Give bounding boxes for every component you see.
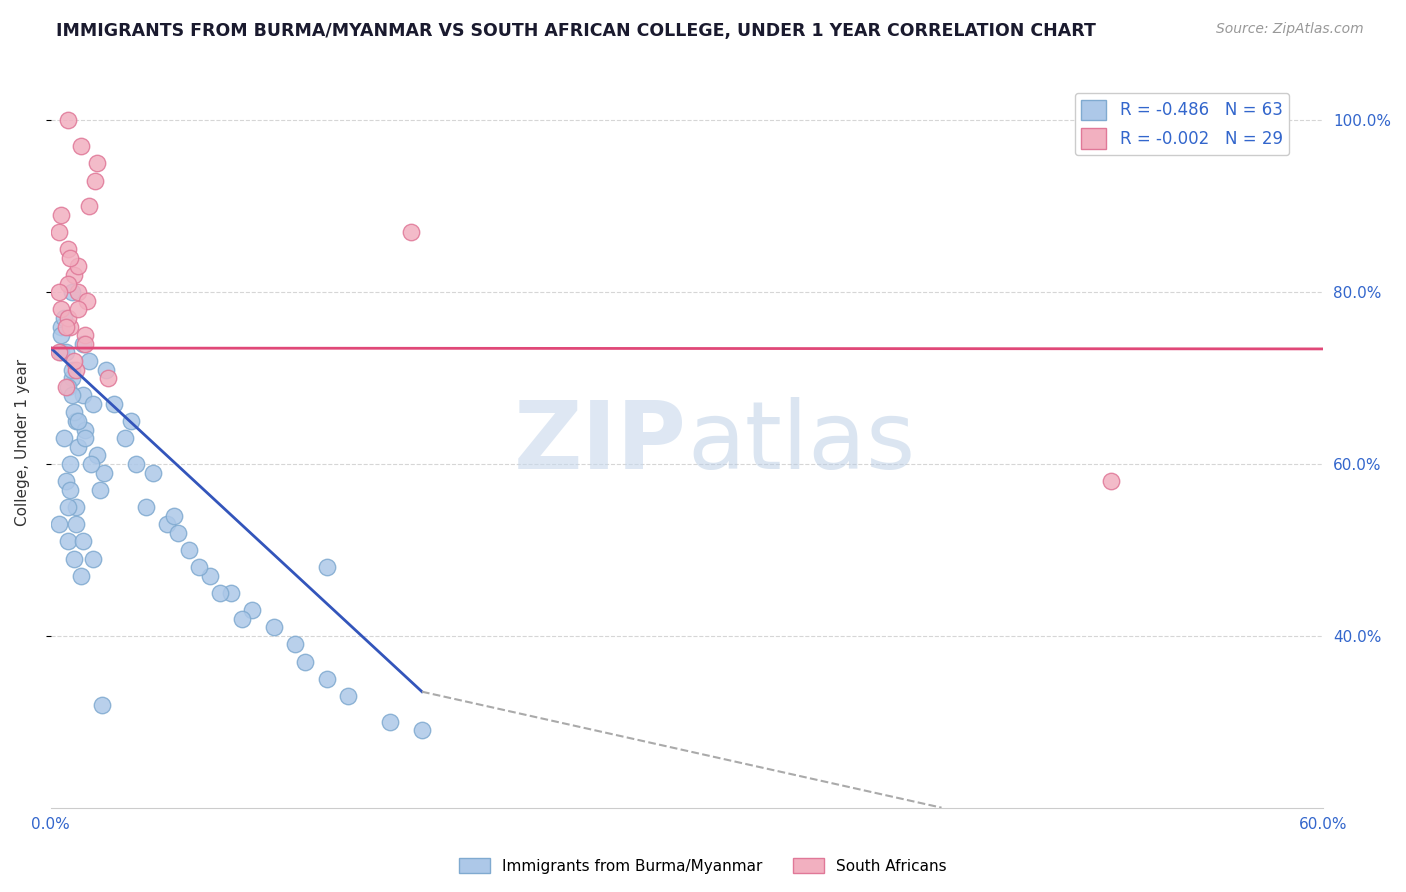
Point bbox=[69, 568, 91, 582]
Point bbox=[67, 260, 90, 274]
Point bbox=[56, 242, 79, 256]
Point bbox=[56, 310, 79, 325]
Text: ZIP: ZIP bbox=[515, 397, 688, 489]
Point bbox=[63, 551, 86, 566]
Point bbox=[240, 603, 263, 617]
Point bbox=[336, 689, 359, 703]
Point bbox=[401, 225, 423, 239]
Point bbox=[120, 414, 142, 428]
Point bbox=[135, 500, 157, 514]
Point bbox=[51, 208, 73, 222]
Point bbox=[56, 500, 79, 514]
Point bbox=[55, 474, 77, 488]
Point bbox=[82, 551, 104, 566]
Legend: R = -0.486   N = 63, R = -0.002   N = 29: R = -0.486 N = 63, R = -0.002 N = 29 bbox=[1074, 93, 1289, 155]
Point bbox=[103, 397, 125, 411]
Point bbox=[52, 310, 75, 325]
Point bbox=[378, 714, 401, 729]
Point bbox=[177, 543, 200, 558]
Point bbox=[315, 560, 337, 574]
Point bbox=[73, 328, 96, 343]
Point bbox=[56, 534, 79, 549]
Point bbox=[67, 285, 90, 300]
Point bbox=[294, 655, 316, 669]
Point bbox=[65, 500, 87, 514]
Text: Source: ZipAtlas.com: Source: ZipAtlas.com bbox=[1216, 22, 1364, 37]
Point bbox=[82, 397, 104, 411]
Point bbox=[56, 380, 79, 394]
Point bbox=[65, 517, 87, 532]
Point bbox=[97, 371, 120, 385]
Point bbox=[48, 345, 70, 359]
Point bbox=[52, 431, 75, 445]
Point bbox=[60, 362, 83, 376]
Point bbox=[59, 251, 82, 265]
Y-axis label: College, Under 1 year: College, Under 1 year bbox=[15, 359, 30, 526]
Point bbox=[231, 612, 253, 626]
Point bbox=[55, 345, 77, 359]
Point bbox=[73, 336, 96, 351]
Point bbox=[55, 319, 77, 334]
Point bbox=[73, 423, 96, 437]
Point bbox=[315, 672, 337, 686]
Text: IMMIGRANTS FROM BURMA/MYANMAR VS SOUTH AFRICAN COLLEGE, UNDER 1 YEAR CORRELATION: IMMIGRANTS FROM BURMA/MYANMAR VS SOUTH A… bbox=[56, 22, 1097, 40]
Point bbox=[90, 698, 112, 712]
Point bbox=[198, 568, 221, 582]
Point bbox=[167, 525, 190, 540]
Point bbox=[114, 431, 136, 445]
Point bbox=[60, 371, 83, 385]
Point bbox=[63, 354, 86, 368]
Point bbox=[51, 328, 73, 343]
Point bbox=[411, 723, 433, 738]
Point bbox=[80, 457, 103, 471]
Point bbox=[60, 388, 83, 402]
Point bbox=[59, 457, 82, 471]
Point bbox=[60, 285, 83, 300]
Point bbox=[67, 440, 90, 454]
Point bbox=[51, 319, 73, 334]
Point bbox=[93, 466, 115, 480]
Point bbox=[56, 277, 79, 291]
Point bbox=[84, 173, 107, 187]
Point bbox=[188, 560, 211, 574]
Point bbox=[65, 414, 87, 428]
Point bbox=[209, 586, 232, 600]
Point bbox=[94, 362, 117, 376]
Point bbox=[86, 156, 108, 170]
Point bbox=[69, 139, 91, 153]
Point bbox=[284, 637, 307, 651]
Point bbox=[73, 431, 96, 445]
Point bbox=[59, 319, 82, 334]
Point bbox=[51, 302, 73, 317]
Point bbox=[63, 405, 86, 419]
Point bbox=[48, 285, 70, 300]
Point bbox=[156, 517, 179, 532]
Text: atlas: atlas bbox=[688, 397, 915, 489]
Point bbox=[48, 517, 70, 532]
Point bbox=[55, 380, 77, 394]
Point bbox=[72, 336, 94, 351]
Point bbox=[59, 483, 82, 497]
Point bbox=[124, 457, 146, 471]
Point bbox=[72, 534, 94, 549]
Point bbox=[263, 620, 285, 634]
Point bbox=[56, 113, 79, 128]
Point bbox=[67, 414, 90, 428]
Point bbox=[77, 354, 100, 368]
Point bbox=[219, 586, 242, 600]
Point bbox=[1099, 474, 1122, 488]
Point bbox=[86, 449, 108, 463]
Point bbox=[76, 293, 98, 308]
Point bbox=[63, 268, 86, 282]
Point bbox=[77, 199, 100, 213]
Point bbox=[65, 362, 87, 376]
Point bbox=[48, 225, 70, 239]
Point bbox=[51, 345, 73, 359]
Point bbox=[89, 483, 111, 497]
Point bbox=[163, 508, 186, 523]
Point bbox=[67, 302, 90, 317]
Legend: Immigrants from Burma/Myanmar, South Africans: Immigrants from Burma/Myanmar, South Afr… bbox=[453, 852, 953, 880]
Point bbox=[72, 388, 94, 402]
Point bbox=[142, 466, 165, 480]
